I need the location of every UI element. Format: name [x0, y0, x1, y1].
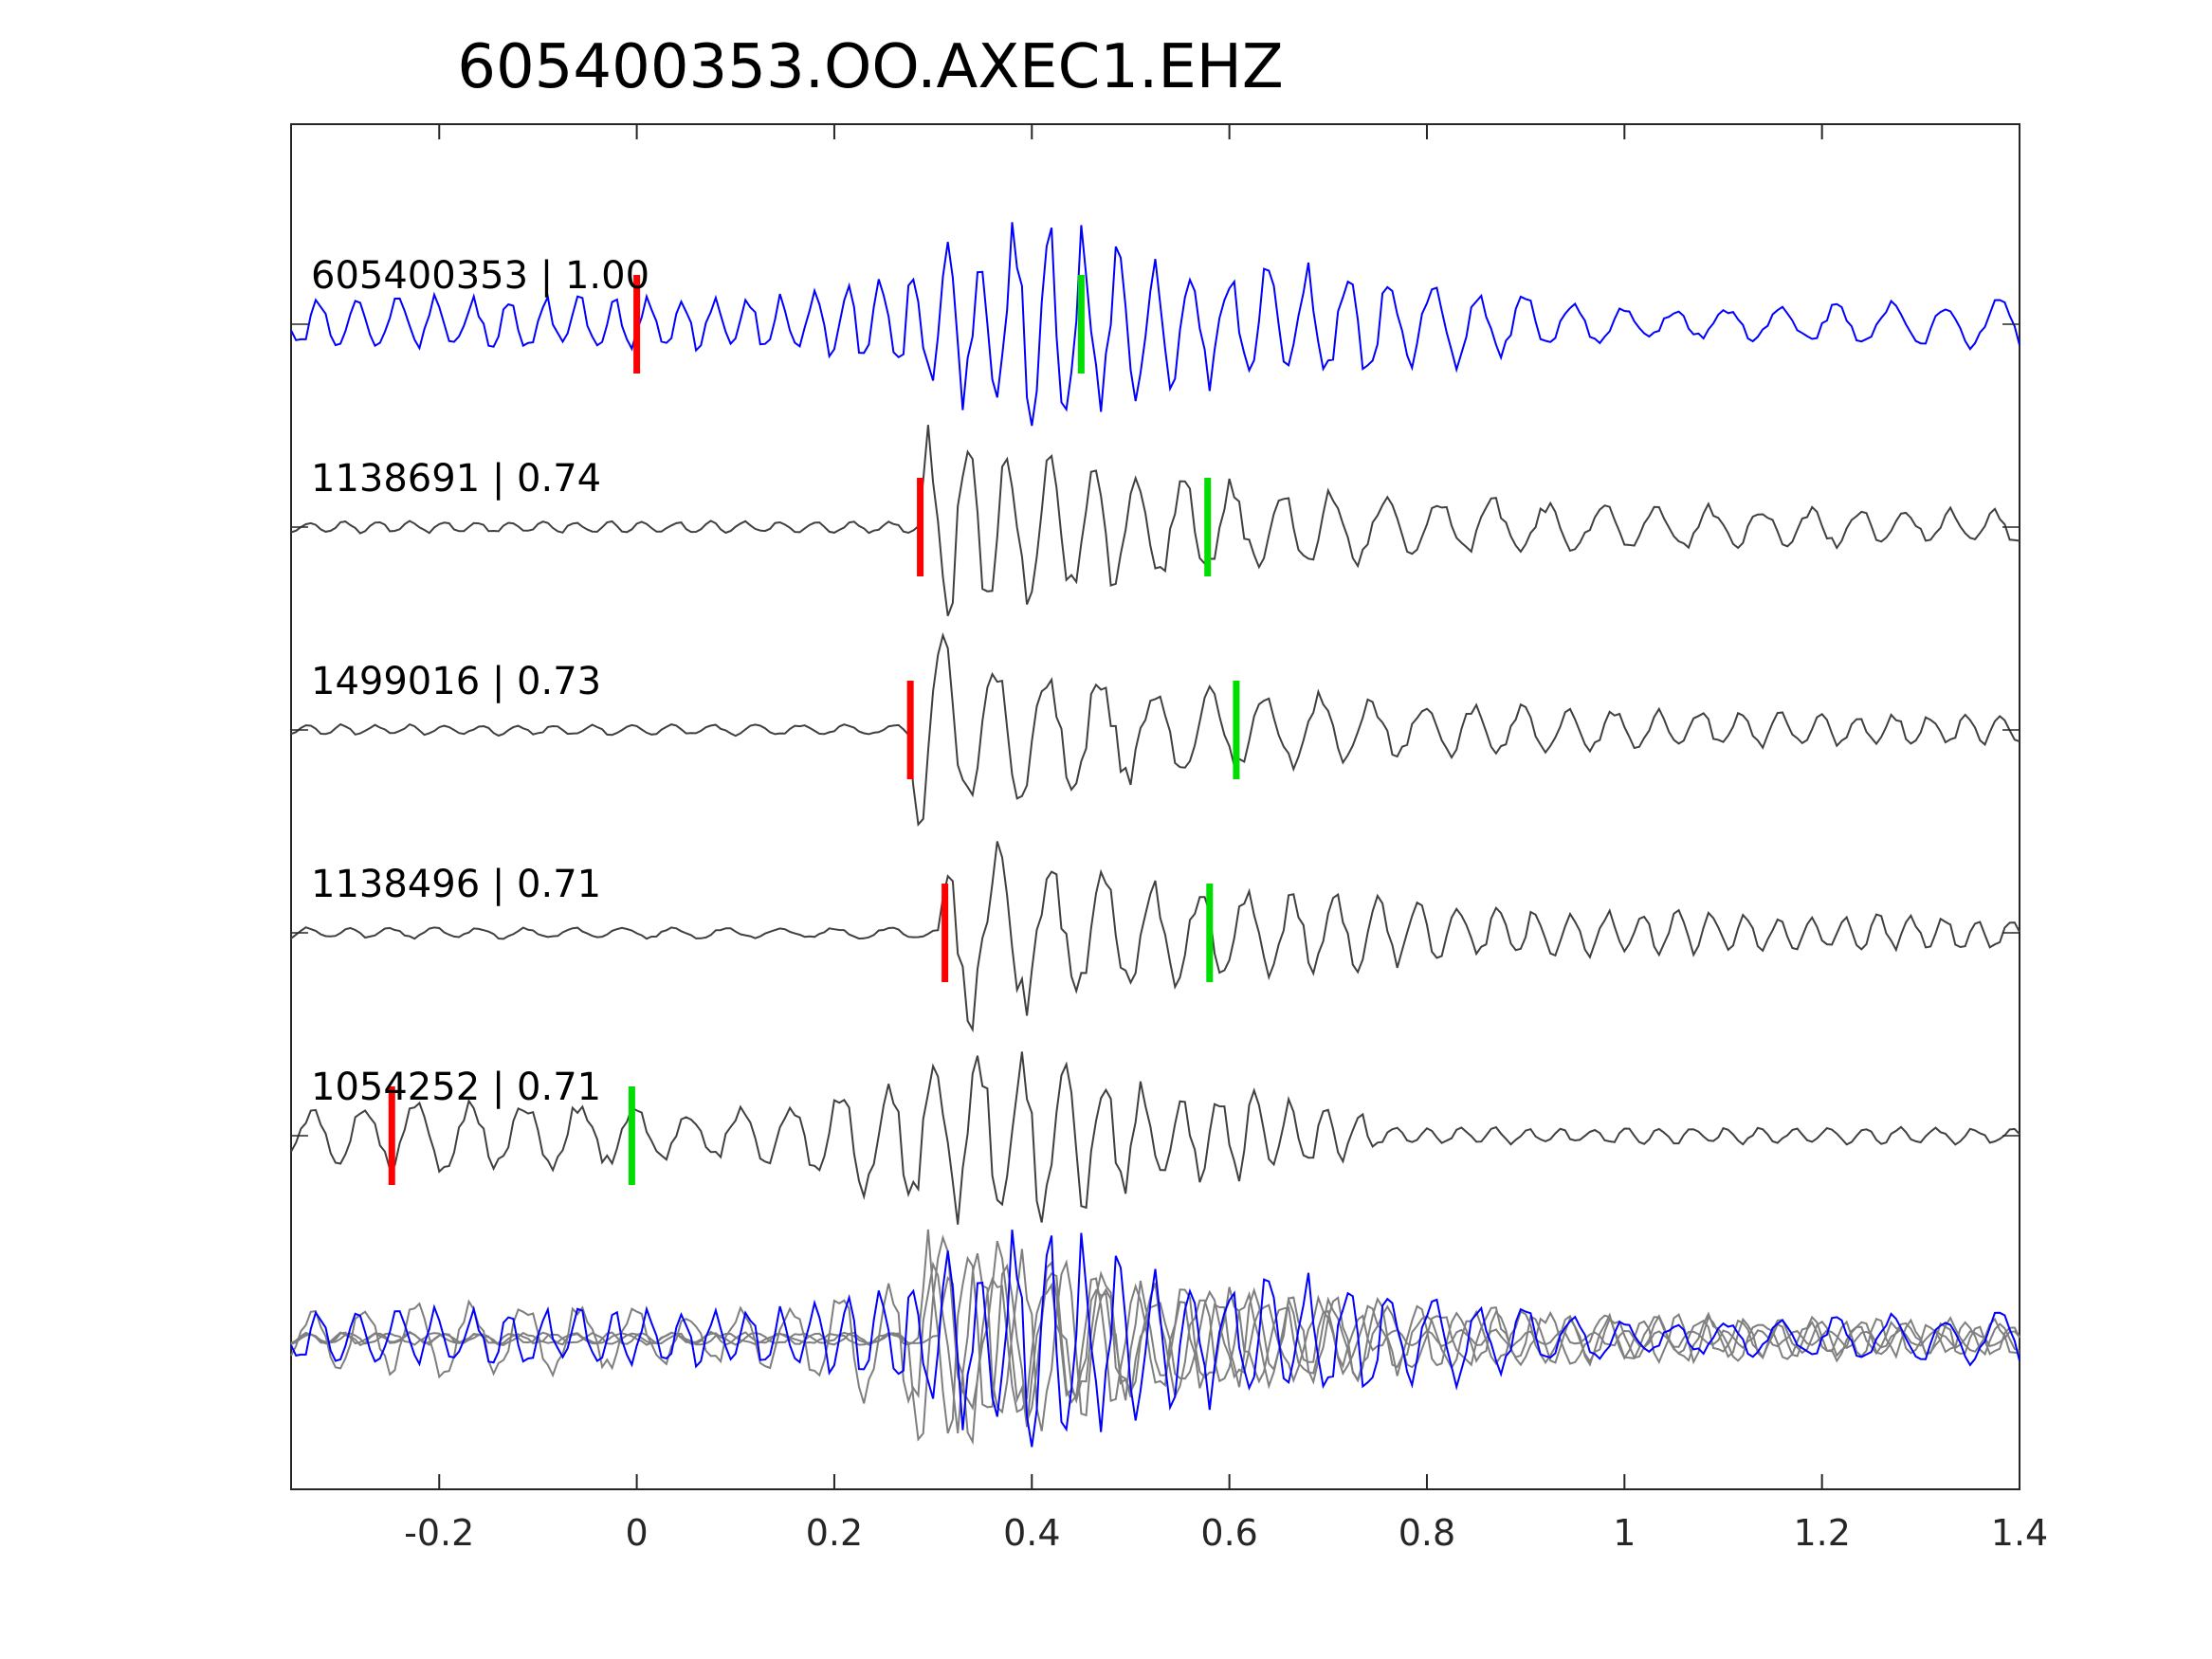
trace-group [290, 222, 2020, 1225]
phase-picks [388, 275, 1240, 1185]
x-tick-label: 0.8 [1398, 1512, 1455, 1554]
x-tick-label: 0 [626, 1512, 649, 1554]
trace-label: 1499016 | 0.73 [311, 660, 601, 703]
x-tick-label: 1.2 [1793, 1512, 1850, 1554]
trace-waveform-1499016 [290, 631, 2020, 828]
x-tick-label: 1 [1613, 1512, 1636, 1554]
stack-trace-1138496 [290, 1240, 2020, 1446]
trace-waveform-1138496 [290, 841, 2020, 1033]
trace-waveform-1054252 [290, 1051, 2020, 1225]
x-tick-label: 0.6 [1200, 1512, 1257, 1554]
stack-trace-1054252 [290, 1249, 2020, 1434]
trace-labels: 605400353 | 1.00 1138691 | 0.74 1499016 | … [311, 254, 649, 1109]
trace-label: 1138496 | 0.71 [311, 863, 601, 906]
trace-label: 605400353 | 1.00 [311, 254, 649, 298]
stack-trace-1499016 [290, 1234, 2020, 1442]
chart-title: 605400353.OO.AXEC1.EHZ [457, 32, 1284, 102]
x-tick-label: 0.2 [806, 1512, 863, 1554]
trace-label: 1054252 | 0.71 [311, 1066, 601, 1109]
trace-label: 1138691 | 0.74 [311, 457, 601, 501]
trace-waveform-605400353 [290, 222, 2020, 427]
stacked-overlay [290, 1229, 2020, 1448]
axes-frame [290, 123, 2020, 1490]
x-tick-label: 1.4 [1991, 1512, 2048, 1554]
x-tick-label: -0.2 [404, 1512, 474, 1554]
stack-trace-template [290, 1230, 2020, 1448]
x-tick-label: 0.4 [1003, 1512, 1060, 1554]
trace-waveform-1138691 [290, 425, 2020, 617]
x-axis: -0.2 0 0.2 0.4 0.6 0.8 1 1.2 1.4 [404, 124, 2048, 1554]
